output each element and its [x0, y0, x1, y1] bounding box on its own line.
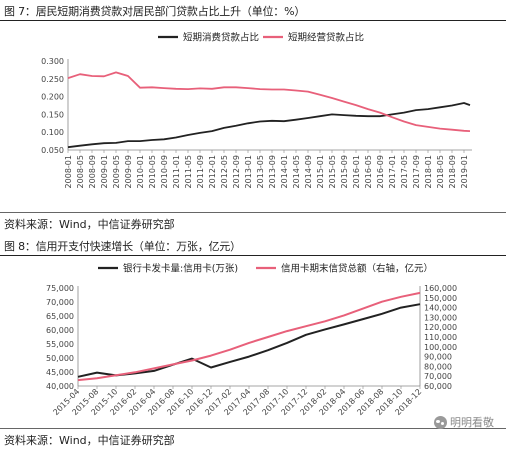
x-tick-label: 2017-09 [412, 155, 421, 188]
y-tick-label: 0.100 [41, 128, 64, 137]
y-tick-label-right: 70,000 [424, 372, 452, 381]
figure-8-series [77, 291, 421, 382]
figure-8-bottom-rule [0, 428, 506, 429]
series-line-2 [77, 291, 421, 382]
series-line-2 [67, 71, 471, 132]
series-line-1 [77, 303, 421, 378]
x-tick-label: 2013-01 [244, 155, 253, 188]
y-tick-label-left: 40,000 [46, 382, 74, 391]
y-tick-label-right: 80,000 [424, 362, 452, 371]
y-tick-label-left: 75,000 [46, 284, 74, 293]
legend-label-2: 短期经营贷款占比 [288, 32, 364, 44]
figure-7-chart: 短期消费贷款占比 短期经营贷款占比 0.050 0.100 0.150 0.200 0.2… [41, 32, 472, 188]
x-tick-label: 2008-01 [64, 155, 73, 188]
figure-8-source: 资料来源：Wind，中信证券研究部 [4, 434, 175, 447]
y-tick-label-left: 70,000 [46, 298, 74, 307]
x-tick-label: 2018-05 [436, 155, 445, 188]
figure-8-chart: 银行卡发卡量:信用卡(万张) 信用卡期末信贷总额（右轴，亿元） 40,000 45,… [46, 263, 457, 418]
x-tick-label: 2012-01 [208, 155, 217, 188]
watermark: 明明看敬 [434, 414, 494, 430]
wechat-icon [434, 415, 447, 429]
y-tick-label: 0.300 [41, 57, 64, 66]
x-tick-label: 2013-05 [256, 155, 265, 188]
y-tick-label-right: 160,000 [424, 284, 457, 293]
x-tick-label: 2018-09 [448, 155, 457, 188]
y-tick-label-left: 45,000 [46, 368, 74, 377]
y-tick-label-right: 130,000 [424, 313, 457, 322]
figure-8-legend: 银行卡发卡量:信用卡(万张) 信用卡期末信贷总额（右轴，亿元） [98, 263, 433, 275]
x-tick-label: 2016-01 [352, 155, 361, 188]
x-tick-label: 2011-01 [172, 155, 181, 188]
x-tick-label: 2019-01 [460, 155, 469, 188]
x-tick-label: 2015-09 [340, 155, 349, 188]
y-tick-label: 0.250 [41, 75, 64, 84]
x-tick-label: 2014-05 [292, 155, 301, 188]
series-line-1 [67, 102, 471, 149]
x-tick-label: 2015-01 [316, 155, 325, 188]
figure-7-top-rule [0, 20, 506, 21]
figure-8-axes: 40,000 45,000 50,000 55,000 60,000 65,000 70,0… [46, 284, 457, 417]
x-tick-label: 2017-01 [388, 155, 397, 188]
y-tick-label: 0.150 [41, 110, 64, 119]
figure-7-source: 资料来源：Wind，中信证券研究部 [4, 218, 175, 231]
x-tick-label: 2009-05 [112, 155, 121, 188]
y-tick-label-right: 140,000 [424, 304, 457, 313]
x-tick-label: 2010-05 [148, 155, 157, 188]
y-tick-label-left: 65,000 [46, 312, 74, 321]
x-tick-label: 2014-01 [280, 155, 289, 188]
x-tick-label: 2013-09 [268, 155, 277, 188]
x-tick-label: 2015-05 [328, 155, 337, 188]
x-tick-label: 2018-01 [424, 155, 433, 188]
figure-7-title: 图 7：居民短期消费贷款对居民部门贷款占比上升（单位：%） [4, 5, 306, 18]
y-tick-label-right: 90,000 [424, 353, 452, 362]
x-tick-label: 2011-09 [196, 155, 205, 188]
legend-label-1: 银行卡发卡量:信用卡(万张) [123, 263, 238, 275]
y-tick-label-left: 55,000 [46, 340, 74, 349]
y-tick-label: 0.050 [41, 146, 64, 155]
legend-label-2: 信用卡期末信贷总额（右轴，亿元） [281, 263, 433, 275]
y-tick-label-right: 60,000 [424, 382, 452, 391]
x-tick-label: 2010-01 [136, 155, 145, 188]
y-tick-label-left: 60,000 [46, 326, 74, 335]
x-tick-label: 2008-05 [76, 155, 85, 188]
legend-label-1: 短期消费贷款占比 [183, 32, 259, 44]
y-tick-label-right: 100,000 [424, 343, 457, 352]
x-tick-label: 2014-09 [304, 155, 313, 188]
x-tick-label: 2008-09 [88, 155, 97, 188]
y-tick-label-left: 50,000 [46, 354, 74, 363]
x-tick-label: 2010-09 [160, 155, 169, 188]
figure-7-bottom-rule [0, 212, 506, 213]
y-tick-label-right: 110,000 [424, 333, 457, 342]
figure-7-legend: 短期消费贷款占比 短期经营贷款占比 [158, 32, 364, 44]
figure-8-title: 图 8：信用开支付快速增长（单位：万张，亿元） [4, 240, 241, 253]
x-tick-label: 2011-05 [184, 155, 193, 188]
figure-8-top-rule [0, 255, 506, 256]
y-tick-label: 0.200 [41, 93, 64, 102]
y-tick-label-right: 150,000 [424, 294, 457, 303]
x-tick-label: 2009-09 [124, 155, 133, 188]
figure-7-series [67, 71, 471, 149]
x-tick-label: 2016-09 [376, 155, 385, 188]
watermark-text: 明明看敬 [450, 416, 494, 429]
y-tick-label-right: 120,000 [424, 323, 457, 332]
x-tick-label: 2009-01 [100, 155, 109, 188]
x-tick-label: 2016-05 [364, 155, 373, 188]
x-tick-label: 2012-05 [220, 155, 229, 188]
x-tick-label: 2017-05 [400, 155, 409, 188]
x-tick-label: 2012-09 [232, 155, 241, 188]
